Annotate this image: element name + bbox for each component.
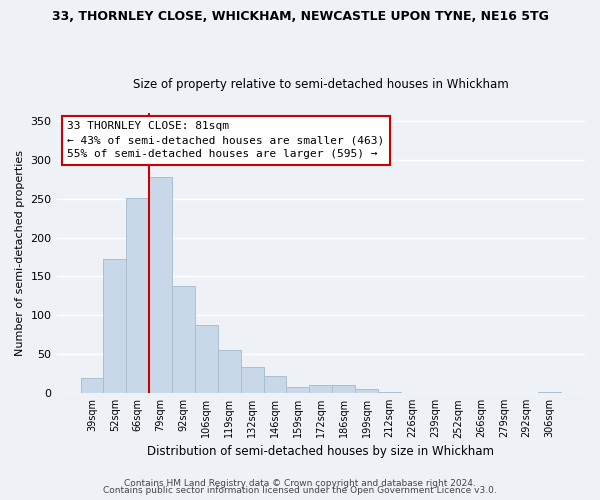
- Bar: [310, 386, 332, 393]
- Bar: [127, 198, 149, 393]
- Bar: [172, 286, 195, 393]
- Bar: [103, 260, 127, 393]
- Text: Contains HM Land Registry data © Crown copyright and database right 2024.: Contains HM Land Registry data © Crown c…: [124, 478, 476, 488]
- Text: 33 THORNLEY CLOSE: 81sqm
← 43% of semi-detached houses are smaller (463)
55% of : 33 THORNLEY CLOSE: 81sqm ← 43% of semi-d…: [67, 122, 385, 160]
- Bar: [538, 392, 561, 393]
- Bar: [241, 366, 263, 393]
- X-axis label: Distribution of semi-detached houses by size in Whickham: Distribution of semi-detached houses by …: [147, 444, 494, 458]
- Bar: [332, 386, 355, 393]
- Bar: [195, 324, 218, 393]
- Y-axis label: Number of semi-detached properties: Number of semi-detached properties: [15, 150, 25, 356]
- Bar: [80, 378, 103, 393]
- Bar: [149, 177, 172, 393]
- Text: Contains public sector information licensed under the Open Government Licence v3: Contains public sector information licen…: [103, 486, 497, 495]
- Bar: [355, 390, 378, 393]
- Text: 33, THORNLEY CLOSE, WHICKHAM, NEWCASTLE UPON TYNE, NE16 5TG: 33, THORNLEY CLOSE, WHICKHAM, NEWCASTLE …: [52, 10, 548, 23]
- Bar: [286, 387, 310, 393]
- Bar: [263, 376, 286, 393]
- Bar: [218, 350, 241, 393]
- Title: Size of property relative to semi-detached houses in Whickham: Size of property relative to semi-detach…: [133, 78, 509, 91]
- Bar: [378, 392, 401, 393]
